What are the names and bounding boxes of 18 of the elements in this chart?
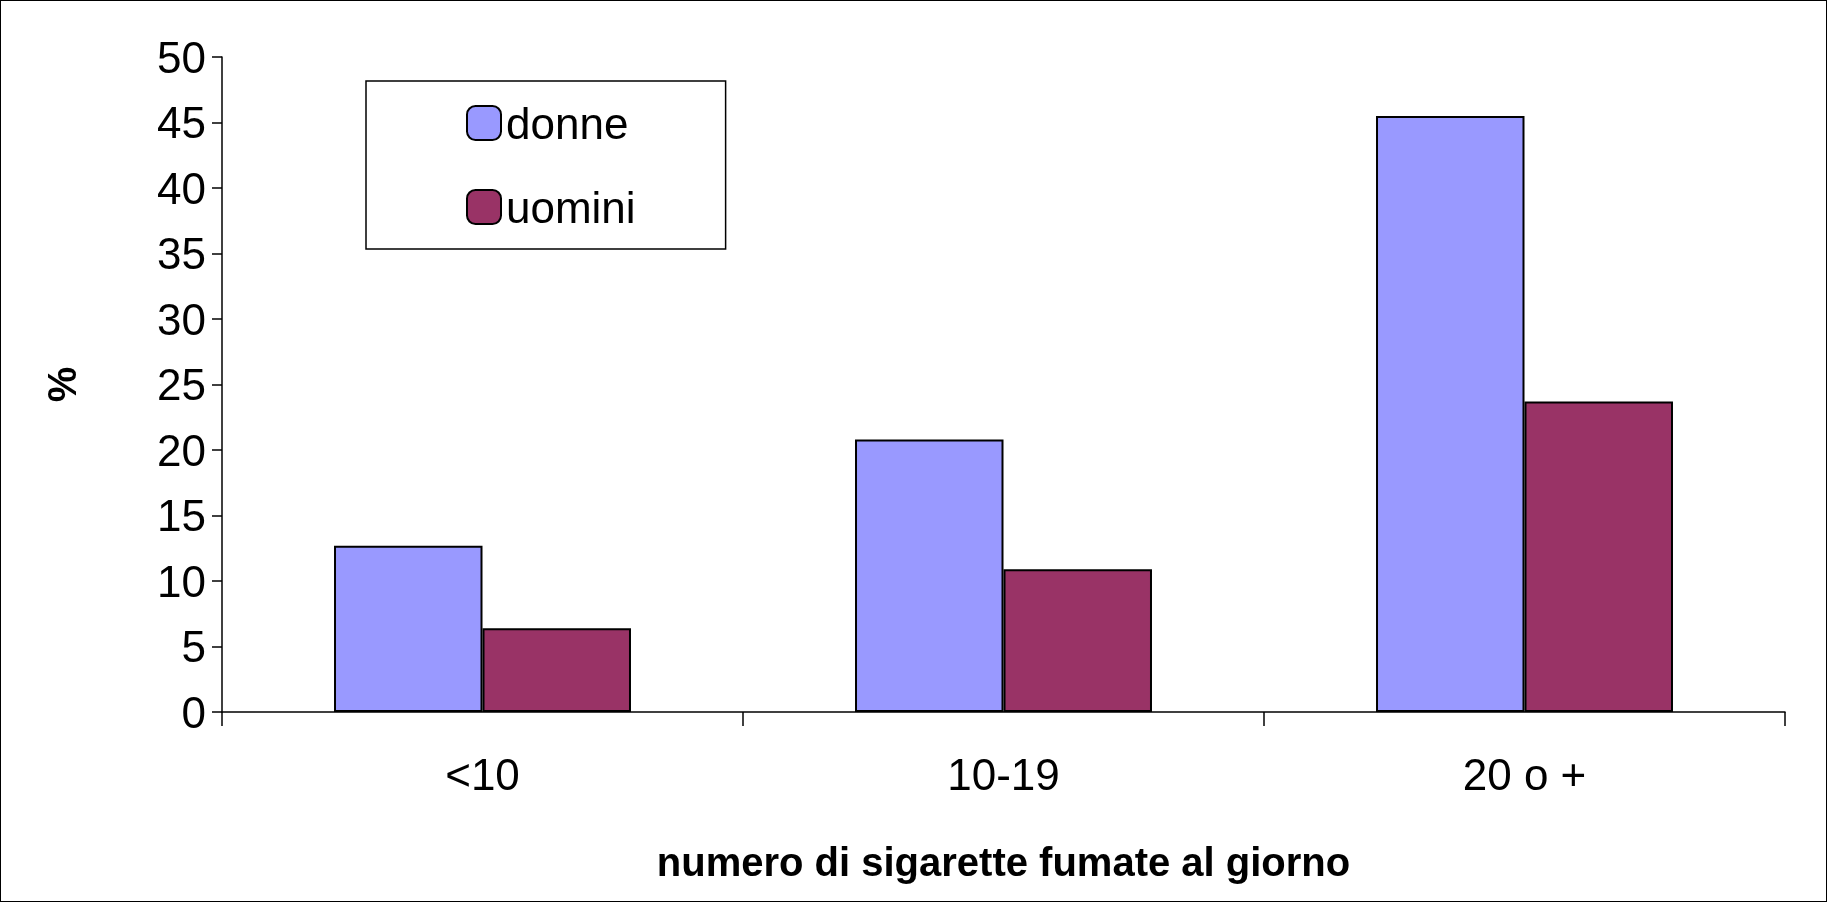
- y-tick-label: 40: [157, 163, 206, 213]
- y-tick-label: 0: [181, 687, 206, 737]
- y-tick-label: 5: [181, 622, 206, 671]
- y-tick-label: 20: [157, 425, 206, 475]
- legend-label: uomini: [506, 182, 636, 232]
- y-tick-label: 10: [157, 556, 206, 606]
- x-tick-label: 20 o +: [1462, 749, 1587, 799]
- x-axis-title: numero di sigarette fumate al giorno: [656, 840, 1351, 884]
- y-tick-label: 25: [157, 360, 206, 409]
- y-tick-label: 45: [157, 98, 206, 147]
- legend-label: donne: [506, 98, 629, 148]
- y-tick-label: 35: [157, 229, 206, 278]
- x-tick-label: 10-19: [947, 749, 1060, 799]
- y-tick-label: 50: [157, 32, 206, 82]
- y-axis-title: %: [40, 366, 84, 403]
- y-tick-label: 15: [157, 491, 206, 540]
- y-tick-label: 30: [157, 294, 206, 344]
- x-tick-label: <10: [445, 749, 520, 799]
